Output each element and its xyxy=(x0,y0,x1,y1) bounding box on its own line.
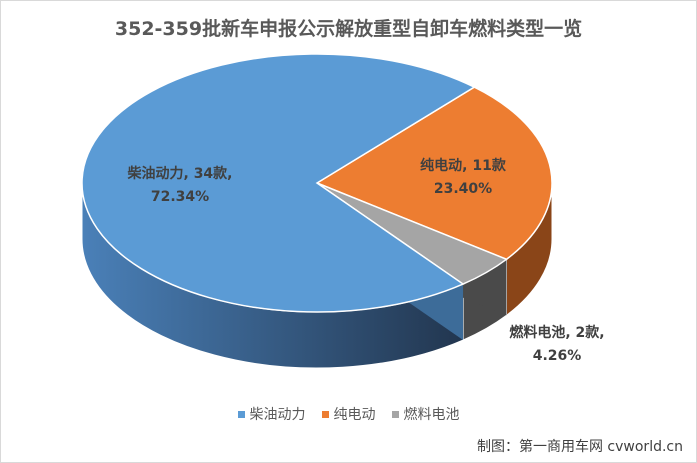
data-label-1-name: 柴油动力, 34款, xyxy=(127,165,233,182)
chart-credit: 制图：第一商用车网 cvworld.cn xyxy=(476,439,683,455)
legend-swatch-2 xyxy=(321,410,329,418)
data-label-1-percent: 72.34% xyxy=(151,189,209,205)
legend-label-2: 纯电动 xyxy=(333,407,376,423)
pie-slice-2 xyxy=(315,86,553,261)
legend-item-1: 柴油动力 xyxy=(237,404,306,424)
data-label-3-name: 燃料电池, 2款, xyxy=(509,324,604,341)
legend-item-3: 燃料电池 xyxy=(391,404,460,424)
pie-chart: 柴油动力, 34款, 72.34% 纯电动, 11款 23.40% 燃料电池, 2款, 4… xyxy=(81,53,605,369)
legend-label-1: 柴油动力 xyxy=(249,407,306,423)
legend-swatch-3 xyxy=(391,410,399,418)
legend-swatch-1 xyxy=(237,410,245,418)
data-label-3-percent: 4.26% xyxy=(533,348,582,364)
legend-label-3: 燃料电池 xyxy=(403,407,460,423)
pie-slice-1 xyxy=(81,53,476,313)
legend-item-2: 纯电动 xyxy=(321,404,376,424)
legend: 柴油动力 纯电动 燃料电池 xyxy=(0,404,697,424)
data-label-2-percent: 23.40% xyxy=(434,181,492,197)
chart-title: 352-359批新车申报公示解放重型自卸车燃料类型一览 xyxy=(114,18,583,40)
data-label-2-name: 纯电动, 11款 xyxy=(420,157,507,174)
